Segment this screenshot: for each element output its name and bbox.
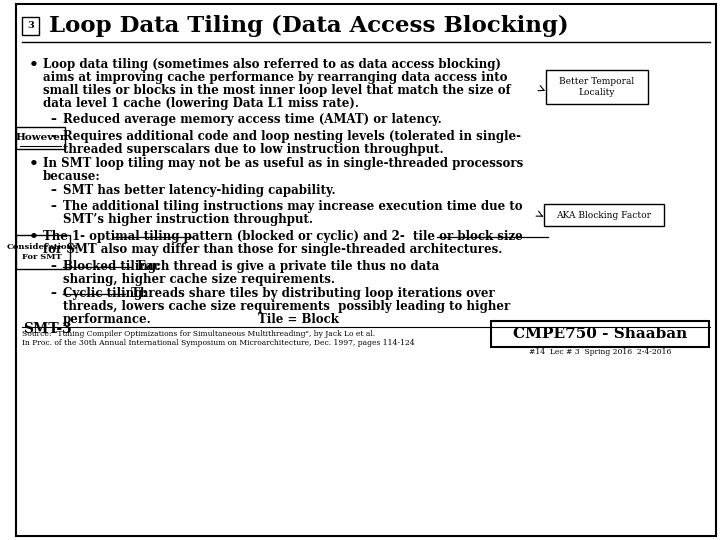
FancyBboxPatch shape: [16, 127, 65, 149]
FancyBboxPatch shape: [22, 17, 40, 35]
Text: because:: because:: [43, 170, 101, 183]
Text: Better Temporal
Locality: Better Temporal Locality: [559, 77, 634, 97]
Text: •: •: [28, 157, 38, 171]
Text: for SMT also may differ than those for single-threaded architectures.: for SMT also may differ than those for s…: [43, 243, 503, 256]
Text: #14  Lec # 3  Spring 2016  2-4-2016: #14 Lec # 3 Spring 2016 2-4-2016: [528, 348, 671, 356]
Text: 3: 3: [27, 22, 34, 30]
Text: Considerations
For SMT: Considerations For SMT: [6, 243, 78, 261]
FancyBboxPatch shape: [16, 4, 716, 536]
Text: Source: "Tuning Compiler Optimizations for Simultaneous Multithreading", by Jack: Source: "Tuning Compiler Optimizations f…: [22, 330, 414, 347]
FancyBboxPatch shape: [491, 321, 709, 347]
Text: Blocked tiling:: Blocked tiling:: [63, 260, 161, 273]
Text: small tiles or blocks in the most inner loop level that match the size of: small tiles or blocks in the most inner …: [43, 84, 511, 97]
Text: –: –: [50, 184, 56, 197]
Text: SMT’s higher instruction throughput.: SMT’s higher instruction throughput.: [63, 213, 313, 226]
Text: Reduced average memory access time (AMAT) or latency.: Reduced average memory access time (AMAT…: [63, 113, 441, 126]
Text: threads, lowers cache size requirements  possibly leading to higher: threads, lowers cache size requirements …: [63, 300, 510, 313]
Text: –: –: [50, 130, 56, 143]
Text: CMPE750 - Shaaban: CMPE750 - Shaaban: [513, 327, 687, 341]
Text: Tile = Block: Tile = Block: [258, 313, 338, 326]
Text: Threads share tiles by distributing loop iterations over: Threads share tiles by distributing loop…: [127, 287, 495, 300]
Text: sharing, higher cache size requirements.: sharing, higher cache size requirements.: [63, 273, 335, 286]
Text: In SMT loop tiling may not be as useful as in single-threaded processors: In SMT loop tiling may not be as useful …: [43, 157, 523, 170]
Text: Each thread is give a private tile thus no data: Each thread is give a private tile thus …: [132, 260, 439, 273]
Text: Requires additional code and loop nesting levels (tolerated in single-: Requires additional code and loop nestin…: [63, 130, 521, 143]
Text: aims at improving cache performance by rearranging data access into: aims at improving cache performance by r…: [43, 71, 508, 84]
Text: –: –: [50, 260, 56, 273]
Text: Loop data tiling (sometimes also referred to as data access blocking): Loop data tiling (sometimes also referre…: [43, 58, 501, 71]
Text: Cyclic tiling:: Cyclic tiling:: [63, 287, 147, 300]
Text: threaded superscalars due to low instruction throughput.: threaded superscalars due to low instruc…: [63, 143, 444, 156]
Text: –: –: [50, 287, 56, 300]
Text: data level 1 cache (lowering Data L1 miss rate).: data level 1 cache (lowering Data L1 mis…: [43, 97, 359, 110]
Text: –: –: [50, 200, 56, 213]
Text: The 1- optimal tiling pattern (blocked or cyclic) and 2-  tile or block size: The 1- optimal tiling pattern (blocked o…: [43, 230, 523, 243]
Text: –: –: [50, 113, 56, 126]
Text: •: •: [28, 230, 38, 244]
FancyBboxPatch shape: [544, 204, 664, 226]
Text: SMT-3: SMT-3: [24, 322, 72, 336]
Text: AKA Blocking Factor: AKA Blocking Factor: [557, 211, 652, 219]
Text: performance.: performance.: [63, 313, 152, 326]
FancyBboxPatch shape: [546, 70, 648, 104]
Text: •: •: [28, 58, 38, 72]
Text: Loop Data Tiling (Data Access Blocking): Loop Data Tiling (Data Access Blocking): [49, 15, 569, 37]
Text: The additional tiling instructions may increase execution time due to: The additional tiling instructions may i…: [63, 200, 523, 213]
FancyBboxPatch shape: [16, 235, 70, 269]
Text: However: However: [15, 133, 66, 143]
Text: SMT has better latency-hiding capability.: SMT has better latency-hiding capability…: [63, 184, 336, 197]
